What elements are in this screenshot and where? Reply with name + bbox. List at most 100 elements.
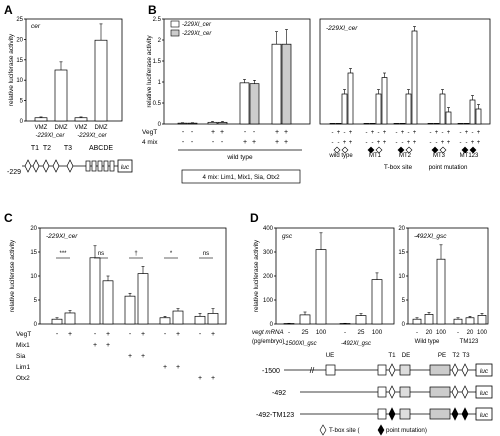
panel-letter-B: B [148,3,157,17]
panel-b-right-bar [439,93,446,125]
panel-d-de-box [399,364,411,376]
panel-d-right-dose: 100 [436,330,447,336]
panel-letter-D: D [250,211,259,225]
panel-d-row-unit: (pg/embryo) [252,339,284,345]
panel-b-legend-label: -229Xt_cer [182,31,212,37]
panel-d-right-dose: 100 [477,330,488,336]
panel-b-right-sign: + [383,140,387,146]
panel-b-left-sign: - [191,129,194,136]
panel-b-left-ylabel: relative luciferase activity [146,35,153,108]
panel-c-bar [194,315,206,325]
panel-b-left-sign: - [212,139,215,146]
panel-d-right-inset-label: -492Xl_gsc [414,233,447,240]
panel-d-box [377,408,387,420]
panel-b-right-sign: + [447,130,451,136]
panel-c-sign: + [141,331,145,338]
panel-a-site-label: T1 [31,145,39,152]
panel-d-diagram-label: DE [402,352,411,359]
panel-d-right-ytick-label: 5 [402,298,406,304]
panel-b-right-bar [463,123,470,125]
panel-b-right-sign: - [332,140,334,146]
panel-d-reporter-label: luc [480,368,489,375]
panel-b-right-tbox-site [461,146,469,154]
panel-b-right-bar [381,77,388,125]
panel-b-left-ytick-label: 2.5 [153,17,162,23]
panel-d-left-bar [355,315,367,325]
panel-d-de-box [399,408,411,420]
panel-c-significance-label: ns [98,251,104,257]
panel-d-diagram-label: T2 [452,352,460,359]
panel-a-ytick-label: 25 [16,17,23,23]
panel-a-ytick-label: 0 [20,119,24,125]
panel-a-tbox-site [24,159,32,173]
panel-b-right-sign: - [378,130,380,136]
panel-d-left-dose: - [288,329,290,336]
panel-d-ue-box [325,364,336,376]
panel-b-left-sign: - [253,129,256,136]
panel-b-right-group-label: MT1 [369,153,382,159]
panel-a-xtick-label: VMZ [75,125,88,131]
panel-a-xtick-label: VMZ [35,125,48,131]
panel-b-right-sign: - [344,130,346,136]
panel-a-bar [54,69,68,122]
panel-d-right-dose: 20 [426,330,433,336]
panel-b-right-sign: + [337,130,341,136]
panel-d-tbox-site [451,407,459,421]
panel-b-right-xlabel-note: point mutation [429,164,468,171]
panel-a-xtick-label: DMZ [95,125,108,131]
panel-b-right-bar [393,123,400,125]
panel-a-ytick-label: 20 [16,37,23,43]
panel-b-right-tbox-site [431,146,439,154]
panel-b-right-bar [427,123,434,125]
panel-d-right-group-label: TM123 [460,339,479,345]
panel-c-sign: + [106,342,110,349]
panel-a-tbox-site [42,159,50,173]
panel-b-right-bar [445,111,452,125]
panel-d-construct-label: -492 [272,390,286,397]
panel-a-site-label: T3 [64,145,72,152]
panel-c-bar [89,257,101,325]
panel-d-right-bar [465,317,475,325]
panel-b-right-tbox-site [469,146,477,154]
panel-d-right-ytick-label: 0 [402,322,406,328]
panel-d-box [377,364,387,376]
panel-b-legend-label: -229Xl_cer [182,22,212,28]
panel-c-row-label: Lim1 [16,364,30,371]
panel-a-tbox-site [66,159,74,173]
panel-b-left-sign: + [252,139,256,146]
panel-b-right-sign: - [460,130,462,136]
panel-b-left-sign: + [220,129,224,136]
panel-c-sign: - [56,331,59,338]
panel-a-group-label: -229Xt_cer [77,133,107,139]
panel-c-significance-label: † [134,251,137,257]
panel-d-left-bar [283,323,295,325]
panel-b-right-tbox-site [333,146,341,154]
panel-b-left-ytick-label: 2 [158,38,162,44]
panel-d-right-bar [436,258,446,325]
panel-a-ytick-label: 5 [20,99,24,105]
panel-d-diagram-label: T3 [462,352,470,359]
panel-a-bar [34,117,48,122]
panel-d-pe-box [429,408,451,420]
panel-b-left-sign: - [182,139,185,146]
panel-d-box [377,386,387,398]
panel-d-right-ytick-label: 20 [398,226,405,232]
panel-b-right-sign: - [396,130,398,136]
panel-b-right-group-label: MT2 [399,153,412,159]
panel-b-right-bar [457,123,464,125]
panel-d-tbox-site [388,385,396,399]
panel-c-row-label: VegT [16,331,31,338]
panel-d-right-bar [424,314,434,325]
panel-d-left-dose: 25 [358,329,365,336]
panel-d-break-mark: // [310,366,315,375]
panel-c-sign: + [211,331,215,338]
panel-d-left-bar [339,323,351,325]
panel-c-sign: + [93,342,97,349]
panel-b-right-bar [405,93,412,125]
panel-a-tbox-site [52,159,60,173]
panel-a-ytick-label: 10 [16,78,23,84]
panel-b-right-inset-label: -229Xl_cer [326,25,358,32]
panel-b-right-bar [411,30,418,125]
panel-b-left-bar [177,122,188,125]
panel-b-left-ytick-label: 1 [158,80,162,86]
